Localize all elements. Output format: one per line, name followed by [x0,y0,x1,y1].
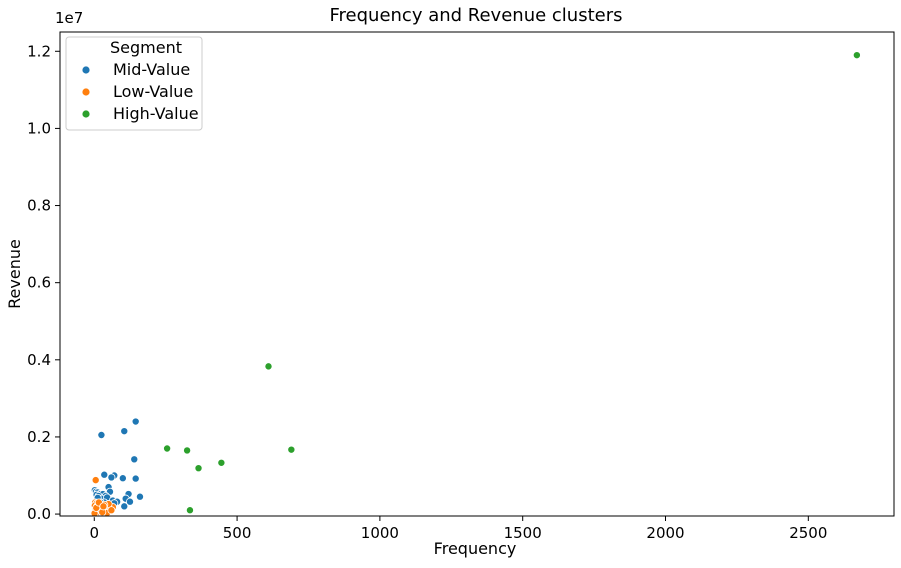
data-point-low-value [99,502,108,511]
data-point-high-value [163,444,172,453]
x-tick-label: 0 [90,524,100,542]
data-point-high-value [194,464,203,473]
data-point-mid-value [131,474,140,483]
y-offset-label: 1e7 [55,9,83,27]
series-low-value [90,476,117,518]
legend-label: Mid-Value [113,60,190,79]
data-point-mid-value [120,427,129,436]
data-point-high-value [217,458,226,467]
legend-title: Segment [110,38,182,57]
data-point-low-value [91,476,100,485]
data-point-mid-value [135,492,144,501]
data-point-mid-value [100,470,109,479]
x-tick-label: 1500 [504,524,542,542]
data-point-mid-value [97,431,106,440]
plot-frame [59,31,895,517]
data-point-high-value [185,506,194,515]
chart-title: Frequency and Revenue clusters [329,5,622,26]
x-axis-label: Frequency [434,539,517,558]
legend-marker [81,87,91,97]
x-tick-label: 500 [223,524,252,542]
legend-label: Low-Value [113,82,193,101]
legend: Segment Mid-Value Low-Value High-Value [65,36,203,131]
y-tick-label: 0.0 [27,505,51,523]
data-point-mid-value [118,474,127,483]
y-tick-label: 1.0 [27,119,51,137]
plot-area: 0 500 1000 1500 2000 2500 0.0 0.2 0.4 0.6 0.8 1.0 1.… [27,31,895,542]
data-point-high-value [852,51,861,60]
data-point-high-value [264,362,273,371]
y-tick-label: 0.6 [27,274,51,292]
x-tick-label: 2000 [646,524,684,542]
data-point-mid-value [130,455,139,464]
data-point-mid-value [120,502,129,511]
series-high-value [163,51,861,515]
data-point-mid-value [125,497,134,506]
y-tick-label: 1.2 [27,42,51,60]
x-tick-label: 2500 [789,524,827,542]
legend-marker [81,65,91,75]
y-axis-label: Revenue [5,239,24,309]
data-point-high-value [287,445,296,454]
legend-label: High-Value [113,104,199,123]
data-point-mid-value [131,417,140,426]
x-tick-label: 1000 [361,524,399,542]
data-point-mid-value [107,473,116,482]
legend-marker [81,109,91,119]
y-tick-label: 0.8 [27,197,51,215]
data-point-high-value [183,446,192,455]
data-point-low-value [107,506,116,515]
y-tick-label: 0.4 [27,351,51,369]
y-tick-label: 0.2 [27,428,51,446]
legend-frame [65,36,203,131]
